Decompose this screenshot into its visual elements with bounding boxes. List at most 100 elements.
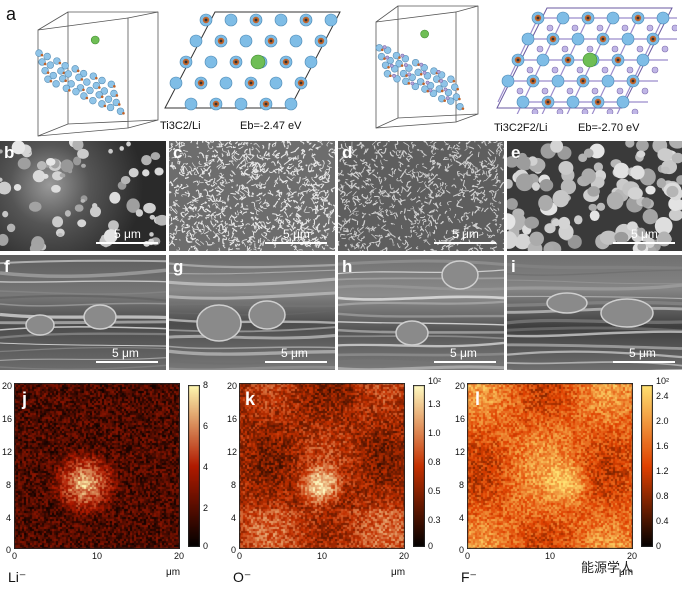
atom: [239, 34, 253, 48]
sem-flake: [428, 188, 433, 194]
sem-flake: [379, 199, 384, 205]
atom: [546, 24, 554, 32]
sem-flake: [263, 150, 268, 157]
sem-grain: [558, 216, 571, 230]
sem-flake: [259, 248, 262, 251]
sem-flake: [262, 144, 265, 149]
sem-flake: [473, 225, 478, 229]
atom: [601, 74, 615, 88]
sem-flake: [345, 145, 351, 151]
sem-flake: [253, 226, 256, 230]
sem-grain: [645, 185, 656, 195]
sem-flake: [238, 196, 243, 200]
sem-flake: [375, 240, 381, 243]
sem-flake: [271, 152, 275, 157]
sem-grain: [89, 206, 102, 218]
sem-flake: [231, 222, 235, 226]
sem-flake: [208, 188, 214, 192]
sem-flake: [413, 209, 417, 216]
sem-flake: [343, 227, 349, 231]
sem-flake: [344, 161, 352, 166]
sem-flake: [312, 223, 315, 227]
sem-flake: [206, 197, 211, 199]
sem-flake: [417, 232, 423, 238]
li-deposit: [248, 300, 286, 330]
sem-flake: [182, 207, 187, 211]
atom: [107, 80, 116, 89]
sem-flake: [242, 154, 246, 158]
sem-flake: [373, 145, 376, 150]
sem-grain: [155, 214, 166, 226]
sem-flake: [256, 210, 259, 216]
sem-flake: [479, 244, 484, 249]
sem-flake: [475, 173, 481, 176]
sem-flake: [231, 170, 236, 176]
sem-flake: [385, 213, 389, 217]
sem-flake: [445, 185, 448, 190]
sem-flake: [240, 209, 244, 216]
atom: [71, 65, 79, 73]
sem-flake: [403, 142, 410, 148]
sem-f-scalebar: [96, 361, 158, 363]
sem-flake: [467, 163, 473, 170]
sem-flake: [493, 141, 498, 143]
sem-flake: [207, 243, 213, 246]
sem-grain: [0, 233, 9, 246]
sem-flake: [448, 164, 453, 169]
map-k-heatmap: [239, 383, 405, 549]
sem-layer: [507, 283, 682, 291]
sem-flake: [262, 199, 266, 205]
sem-grain: [657, 231, 672, 247]
sem-flake: [205, 216, 210, 220]
sem-flake: [443, 235, 448, 241]
sem-flake: [396, 150, 402, 152]
sem-flake: [280, 199, 288, 205]
sem-flake: [344, 153, 347, 158]
sem-flake: [222, 238, 225, 245]
sem-flake: [197, 156, 199, 159]
ti3c2-li-top-view: [164, 11, 341, 111]
sem-flake: [210, 183, 216, 187]
sem-flake: [185, 171, 189, 176]
sem-flake: [249, 211, 255, 215]
atom: [551, 66, 559, 74]
sem-flake: [488, 174, 492, 177]
sem-flake: [461, 187, 464, 194]
atom: [399, 69, 408, 78]
sem-flake: [297, 155, 299, 160]
sem-flake: [484, 207, 489, 213]
sem-layer: [169, 277, 335, 287]
sem-flake: [299, 185, 302, 190]
sem-flake: [415, 199, 421, 203]
map-k-cbar-tick: 1.0: [428, 428, 441, 438]
sem-flake: [180, 144, 186, 147]
sem-grain: [661, 166, 670, 174]
sem-layer: [338, 365, 504, 370]
map-l-cbar-tick: 2.0: [656, 416, 669, 426]
map-k-cbar-tick: 0.8: [428, 457, 441, 467]
sem-flake: [355, 172, 360, 177]
atom: [456, 87, 460, 91]
sem-flake: [391, 167, 394, 171]
sem-g-letter: g: [173, 257, 184, 276]
sem-flake: [258, 185, 262, 190]
sem-flake: [303, 236, 306, 240]
sem-flake: [199, 205, 205, 209]
sem-layer: [507, 343, 682, 350]
sem-flake: [412, 168, 416, 174]
sem-flake: [494, 222, 498, 226]
sem-flake: [184, 212, 189, 217]
sem-grain: [59, 173, 65, 178]
sem-flake: [422, 166, 428, 169]
sem-flake: [368, 227, 374, 233]
tof-sims-maps: 20 16 12 8 4 0 j 0 10 20 8 6 4 2 0 Li⁻ μ…: [0, 375, 682, 605]
sem-flake: [308, 207, 314, 212]
sem-flake: [381, 224, 386, 229]
sem-flake: [266, 221, 272, 225]
sem-flake: [281, 141, 285, 143]
sem-flake: [227, 194, 230, 200]
sem-flake: [239, 210, 243, 213]
atom: [402, 77, 410, 86]
sem-grain: [636, 141, 649, 152]
sem-flake: [338, 178, 341, 183]
